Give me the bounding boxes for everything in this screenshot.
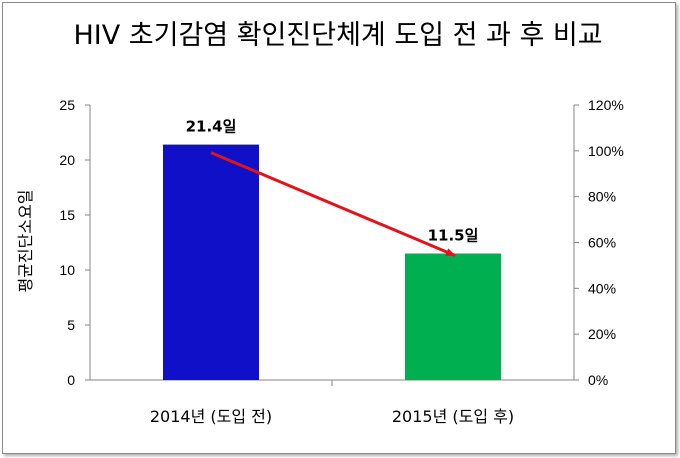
y-tick-label: 0 bbox=[67, 372, 75, 388]
data-label: 21.4일 bbox=[186, 118, 237, 136]
y-tick-label: 10 bbox=[59, 262, 75, 278]
y2-tick-label: 40% bbox=[588, 280, 616, 296]
bar bbox=[405, 253, 501, 380]
y-tick-label: 20 bbox=[59, 152, 75, 168]
y-tick-label: 5 bbox=[67, 317, 75, 333]
data-label: 11.5일 bbox=[428, 227, 479, 245]
y2-tick-label: 20% bbox=[588, 326, 616, 342]
x-tick-label: 2014년 (도입 전) bbox=[150, 407, 272, 426]
data-labels: 21.4일 11.5일 bbox=[186, 118, 479, 245]
y-tick-label: 15 bbox=[59, 207, 75, 223]
y2-tick-label: 80% bbox=[588, 189, 616, 205]
axes: 0 5 10 15 20 25 0% 20% 40% 60% 80% 100% 120% 2014년 (도… bbox=[59, 97, 623, 426]
y2-tick-label: 120% bbox=[588, 97, 624, 113]
chart-frame bbox=[2, 2, 676, 454]
chart-title: HIV 초기감염 확인진단체계 도입 전 과 후 비교 bbox=[73, 20, 602, 51]
x-tick-label: 2015년 (도입 후) bbox=[392, 407, 514, 426]
y2-tick-label: 60% bbox=[588, 235, 616, 251]
bar bbox=[163, 144, 259, 380]
trend-arrow bbox=[210, 151, 456, 257]
y-axis-label: 평균진단소요일 bbox=[16, 189, 35, 292]
bars bbox=[163, 144, 501, 380]
y2-tick-label: 100% bbox=[588, 143, 624, 159]
y-tick-label: 25 bbox=[59, 97, 75, 113]
y2-tick-label: 0% bbox=[588, 372, 608, 388]
